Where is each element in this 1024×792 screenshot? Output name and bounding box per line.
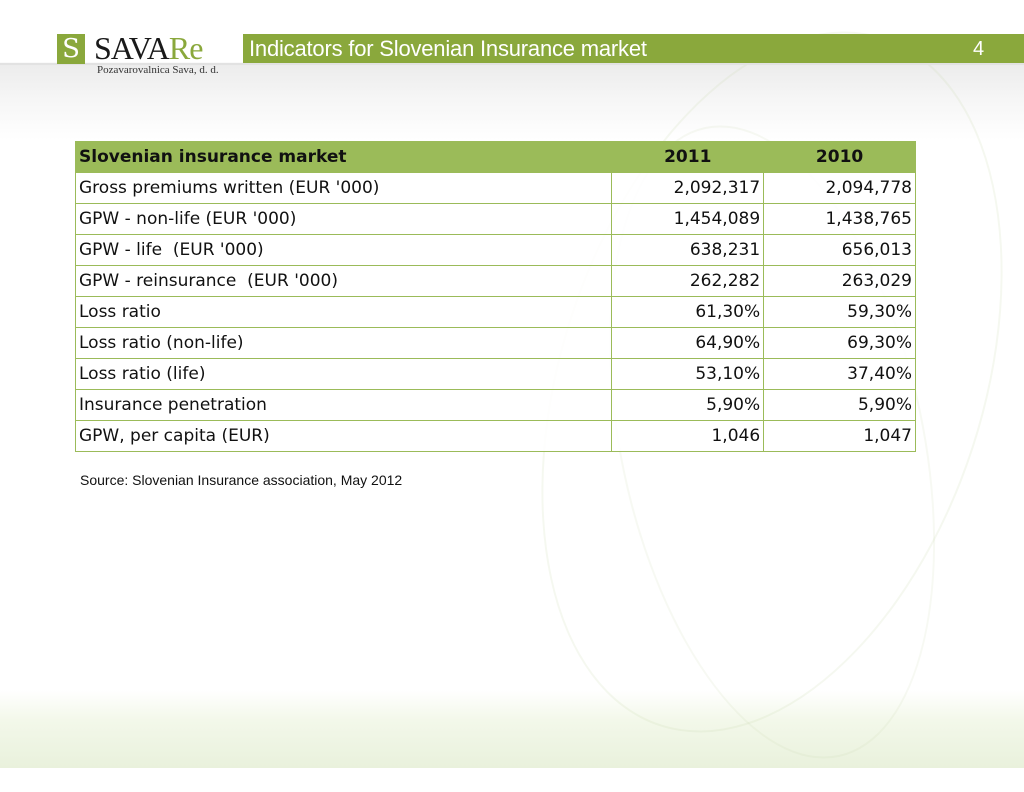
header-divider — [0, 63, 1024, 65]
value-2010: 656,013 — [763, 234, 916, 266]
table-row: Gross premiums written (EUR '000) 2,092,… — [74, 172, 916, 204]
column-header-indicator: Slovenian insurance market — [74, 141, 613, 173]
value-2011: 5,90% — [611, 389, 765, 421]
value-2011: 1,454,089 — [611, 203, 765, 235]
table-row: GPW - reinsurance (EUR '000) 262,282 263… — [74, 265, 916, 297]
logo-name-accent: Re — [168, 30, 204, 66]
indicators-table: Slovenian insurance market 2011 2010 Gro… — [74, 141, 916, 452]
value-2011: 2,092,317 — [611, 172, 765, 204]
value-2010: 69,30% — [763, 327, 916, 359]
value-2011: 1,046 — [611, 420, 765, 452]
column-header-2011: 2011 — [611, 141, 765, 173]
table-row: Loss ratio 61,30% 59,30% — [74, 296, 916, 328]
title-bar: Indicators for Slovenian Insurance marke… — [243, 34, 1024, 63]
row-label: GPW - life (EUR '000) — [74, 234, 613, 266]
logo-subtitle: Pozavarovalnica Sava, d. d. — [97, 64, 219, 76]
value-2011: 64,90% — [611, 327, 765, 359]
page-number: 4 — [973, 38, 985, 60]
value-2010: 1,438,765 — [763, 203, 916, 235]
value-2010: 5,90% — [763, 389, 916, 421]
table-row: GPW - life (EUR '000) 638,231 656,013 — [74, 234, 916, 266]
value-2010: 59,30% — [763, 296, 916, 328]
table-row: GPW, per capita (EUR) 1,046 1,047 — [74, 420, 916, 452]
row-label: GPW, per capita (EUR) — [74, 420, 613, 452]
row-label: GPW - non-life (EUR '000) — [74, 203, 613, 235]
row-label: Loss ratio — [74, 296, 613, 328]
value-2011: 53,10% — [611, 358, 765, 390]
value-2010: 37,40% — [763, 358, 916, 390]
table-row: Insurance penetration 5,90% 5,90% — [74, 389, 916, 421]
page-title: Indicators for Slovenian Insurance marke… — [249, 36, 647, 61]
value-2011: 262,282 — [611, 265, 765, 297]
value-2011: 638,231 — [611, 234, 765, 266]
table-row: Loss ratio (non-life) 64,90% 69,30% — [74, 327, 916, 359]
logo-mark-icon: S — [57, 34, 85, 64]
row-label: Gross premiums written (EUR '000) — [74, 172, 613, 204]
source-note: Source: Slovenian Insurance association,… — [80, 472, 403, 488]
column-header-2010: 2010 — [763, 141, 916, 173]
table-header-row: Slovenian insurance market 2011 2010 — [74, 141, 916, 173]
logo-wordmark: SAVARe — [94, 30, 204, 66]
row-label: Loss ratio (life) — [74, 358, 613, 390]
table-row: Loss ratio (life) 53,10% 37,40% — [74, 358, 916, 390]
row-label: GPW - reinsurance (EUR '000) — [74, 265, 613, 297]
row-label: Insurance penetration — [74, 389, 613, 421]
value-2010: 1,047 — [763, 420, 916, 452]
table-row: GPW - non-life (EUR '000) 1,454,089 1,43… — [74, 203, 916, 235]
value-2010: 2,094,778 — [763, 172, 916, 204]
row-label: Loss ratio (non-life) — [74, 327, 613, 359]
value-2010: 263,029 — [763, 265, 916, 297]
value-2011: 61,30% — [611, 296, 765, 328]
logo-name: SAVA — [94, 30, 170, 66]
